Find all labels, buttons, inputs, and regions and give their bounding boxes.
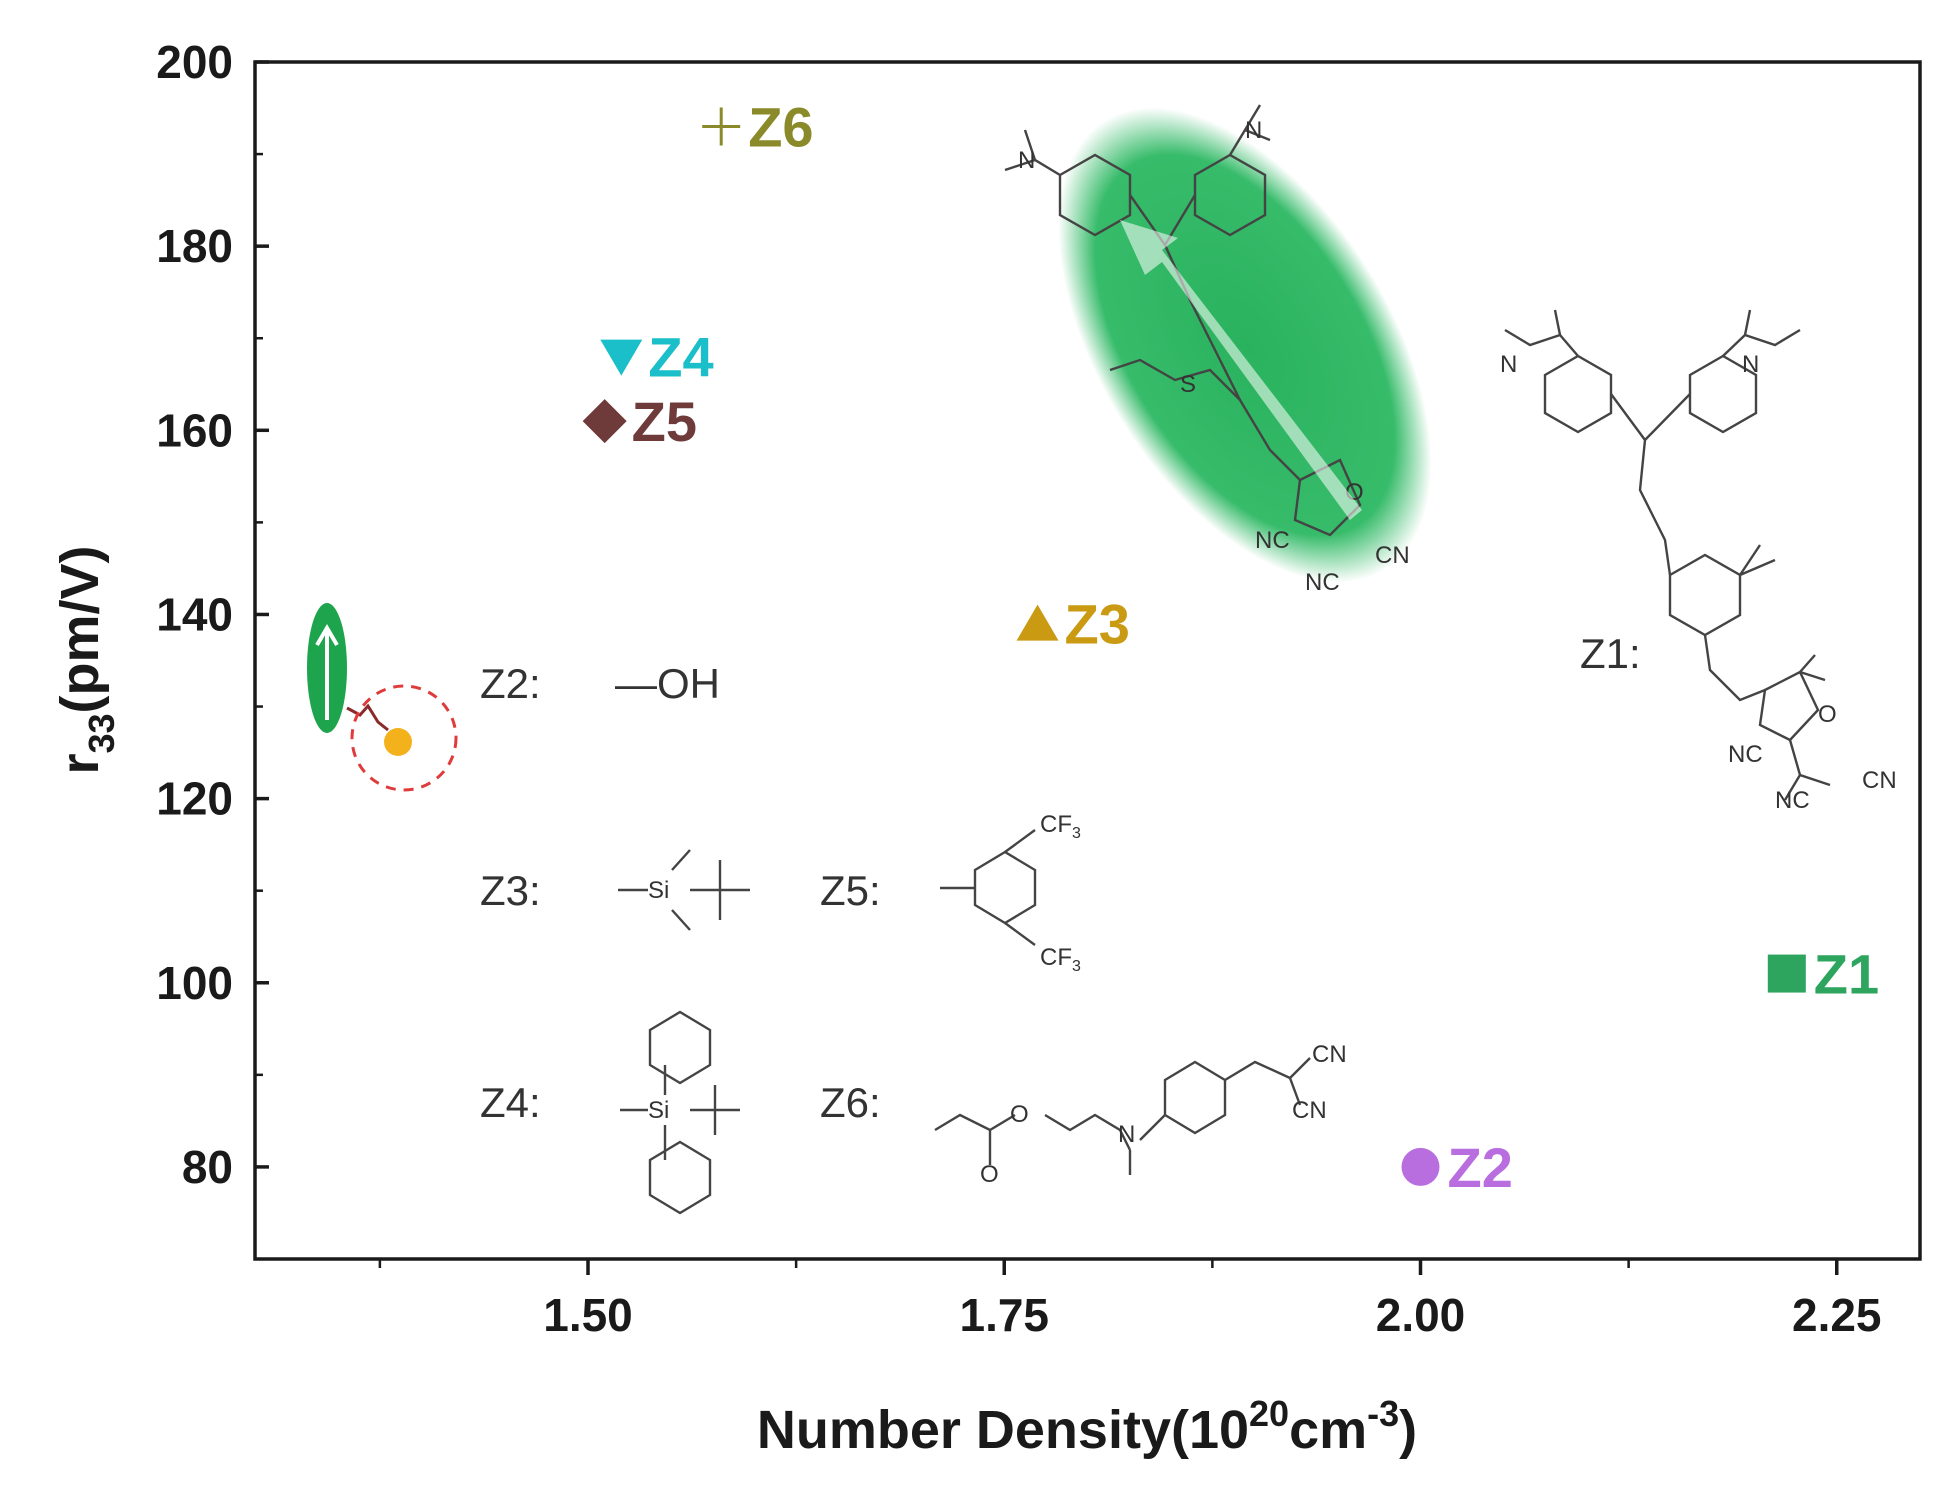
linker-icon	[346, 703, 389, 732]
point-z6	[702, 107, 741, 146]
z1-atom-cn: CN	[1862, 767, 1897, 794]
point-label-z4: Z4	[648, 326, 713, 389]
z6-atom-cn-2: CN	[1292, 1097, 1327, 1124]
z2-group: —OH	[615, 660, 720, 707]
z6-atom-cn-1: CN	[1312, 1041, 1347, 1068]
sun-icon	[384, 728, 412, 756]
y-tick-label: 180	[156, 220, 233, 272]
z1-atom-nc-1: NC	[1728, 741, 1763, 768]
z1-atom-nc-2: NC	[1775, 787, 1810, 814]
z3-structure	[618, 849, 750, 931]
z4-structure	[620, 1010, 740, 1215]
z3-atom-si: Si	[648, 877, 669, 904]
highlighted-molecule: N N S O NC NC CN	[1004, 104, 1432, 596]
y-tick-label: 140	[156, 588, 233, 640]
isolation-circle-icon	[350, 684, 458, 792]
dipole-schematic	[307, 603, 458, 792]
atom-s: S	[1180, 371, 1196, 398]
y-tick-label: 160	[156, 404, 233, 456]
point-label-z3: Z3	[1065, 593, 1130, 656]
x-axis-ticks: 1.50 1.75 2.00 2.25	[378, 1259, 1882, 1341]
y-tick-label: 80	[182, 1141, 233, 1193]
point-label-z2: Z2	[1448, 1136, 1513, 1199]
y-axis-title: r33(pm/V)	[50, 545, 122, 774]
point-z5	[582, 399, 627, 444]
atom-cn: CN	[1375, 542, 1410, 569]
point-label-z5: Z5	[632, 390, 697, 453]
z6-atom-n: N	[1118, 1121, 1135, 1148]
z2-label: Z2:	[480, 660, 541, 707]
up-arrow-icon	[315, 624, 339, 720]
z1-structure-label: Z1:	[1580, 630, 1641, 677]
y-tick-label: 200	[156, 36, 233, 88]
atom-nc-1: NC	[1255, 527, 1290, 554]
z6-label: Z6:	[820, 1079, 881, 1126]
x-tick-label: 2.25	[1792, 1289, 1882, 1341]
x-tick-label: 1.75	[959, 1289, 1049, 1341]
z3-label: Z3:	[480, 867, 541, 914]
z5-atom-cf3-bottom: CF3	[1040, 944, 1081, 975]
point-z4	[600, 339, 643, 376]
y-tick-label: 100	[156, 957, 233, 1009]
z5-atom-cf3-top: CF3	[1040, 811, 1081, 842]
point-label-z6: Z6	[748, 95, 813, 158]
isolation-groups: Z2: —OH Z3: Si Z5: CF3 CF3 Z4: Si Z6: O …	[480, 660, 1347, 1215]
point-z2	[1401, 1147, 1440, 1186]
z4-label: Z4:	[480, 1079, 541, 1126]
point-z1	[1767, 954, 1806, 993]
point-label-z1: Z1	[1814, 943, 1879, 1006]
point-z3	[1016, 604, 1059, 641]
dipole-arrow-icon	[1120, 220, 1362, 520]
atom-nc-2: NC	[1305, 569, 1340, 596]
z5-structure	[940, 829, 1037, 946]
y-tick-label: 120	[156, 773, 233, 825]
plot-frame	[253, 60, 1922, 1261]
z1-atom-o: O	[1818, 701, 1837, 728]
z6-structure	[934, 1057, 1311, 1175]
z1-atom-n-right: N	[1742, 351, 1759, 378]
x-axis-title: Number Density(1020cm-3)	[757, 1393, 1417, 1460]
z4-atom-si: Si	[648, 1097, 669, 1124]
y-axis-ticks: 200 180 160 140 120 100 80	[156, 36, 269, 1193]
z6-atom-o: O	[1010, 1101, 1029, 1128]
atom-n-left: N	[1018, 147, 1035, 174]
x-tick-label: 2.00	[1376, 1289, 1466, 1341]
z5-label: Z5:	[820, 867, 881, 914]
z6-atom-o2: O	[980, 1161, 999, 1188]
z1-structure: N N O NC NC CN Z1:	[1500, 309, 1897, 814]
atom-n-right: N	[1245, 117, 1262, 144]
z1-atom-n-left: N	[1500, 351, 1517, 378]
x-tick-label: 1.50	[543, 1289, 633, 1341]
